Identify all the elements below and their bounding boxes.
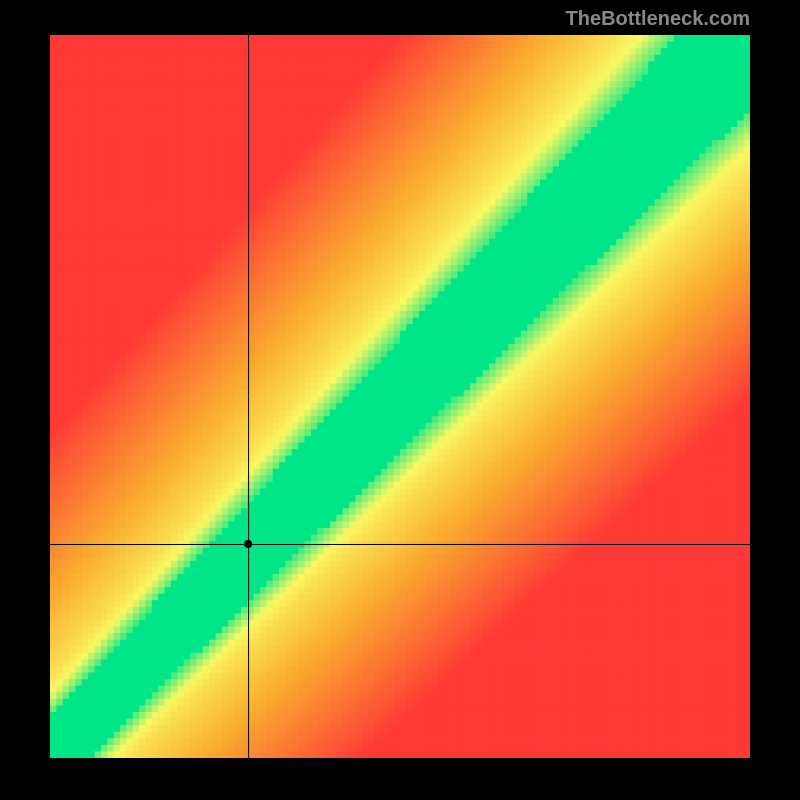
watermark-text: TheBottleneck.com (566, 8, 750, 31)
heatmap-plot (50, 35, 750, 758)
heatmap-canvas (50, 35, 750, 758)
